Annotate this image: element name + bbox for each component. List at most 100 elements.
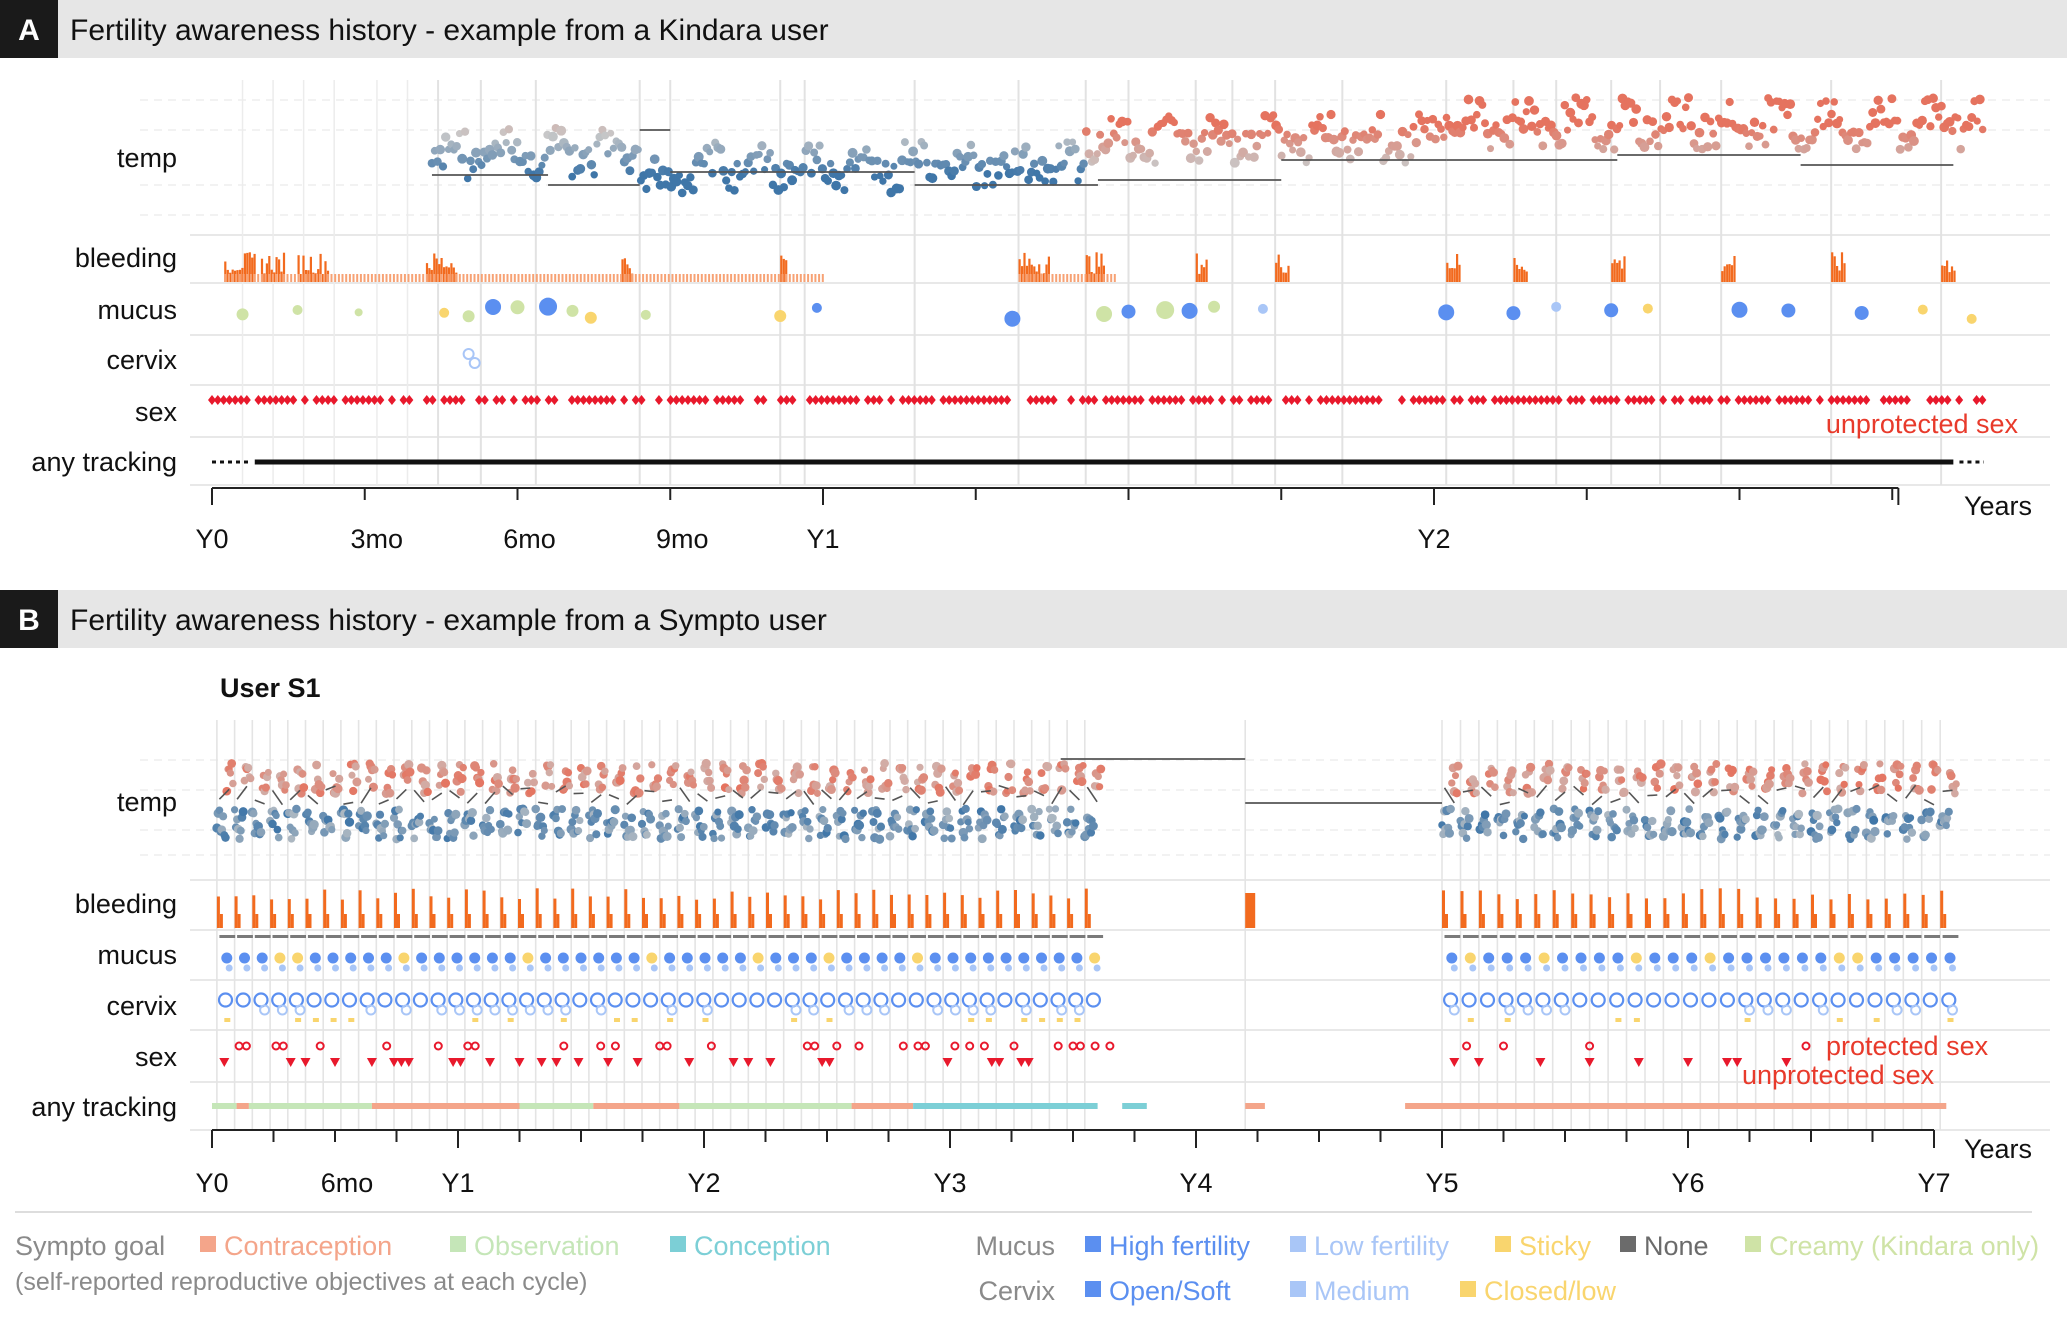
mucus-point: [640, 309, 651, 320]
mucus-point: [1760, 952, 1771, 964]
bleeding-bar: [485, 914, 489, 928]
coverline: [1462, 789, 1473, 793]
bleeding-bar: [438, 264, 441, 282]
cervix-closed-point: [507, 1018, 514, 1022]
temp-point: [1509, 789, 1517, 797]
temp-point: [552, 814, 560, 823]
bleeding-bar: [698, 914, 702, 928]
coverline: [590, 794, 602, 804]
mucus-none-point: [1622, 935, 1627, 938]
mucus-none-point: [1893, 935, 1898, 938]
legend-item-label: High fertility: [1109, 1231, 1251, 1261]
mucus-point: [1075, 964, 1083, 972]
temp-point: [879, 177, 887, 185]
temp-point: [1340, 127, 1349, 136]
bleeding-bar: [642, 897, 645, 928]
mucus-none-point: [792, 935, 797, 938]
temp-point: [1639, 142, 1650, 153]
mucus-none-point: [417, 935, 422, 938]
temp-point: [460, 127, 470, 136]
bleeding-bar: [628, 268, 631, 282]
mucus-none-point: [467, 935, 472, 938]
temp-point: [787, 175, 798, 186]
temp-point: [1229, 157, 1240, 168]
sex-marker: [1159, 395, 1168, 405]
temp-point: [1068, 828, 1076, 836]
spotting-bar: [587, 274, 590, 282]
temp-point: [1394, 149, 1405, 160]
mucus-none-point: [945, 935, 950, 938]
bleeding-bar: [1666, 914, 1670, 928]
spotting-bar: [1095, 274, 1098, 282]
panel-a-row-label: sex: [135, 397, 178, 427]
temp-point: [1868, 108, 1878, 117]
bleeding-bar: [263, 273, 266, 282]
mucus-point: [345, 952, 357, 964]
temp-point: [1415, 110, 1423, 119]
sex-marker: [440, 395, 449, 405]
bleeding-bar: [996, 890, 1000, 928]
mucus-point: [1156, 301, 1175, 320]
mucus-point: [1746, 964, 1753, 972]
temp-point: [352, 777, 362, 787]
bleeding-bar: [234, 896, 238, 928]
spotting-bar: [620, 274, 623, 282]
mucus-none-point: [860, 935, 864, 938]
x-axis-title: Years: [1964, 1134, 2032, 1164]
mucus-none-point: [1576, 935, 1581, 938]
spotting-bar: [612, 274, 615, 282]
temp-point: [1051, 805, 1060, 813]
temp-point: [1060, 159, 1068, 167]
bleeding-bar: [340, 899, 344, 928]
spotting-bar: [1033, 274, 1036, 282]
bleeding-bar: [253, 253, 256, 282]
cervix-point: [324, 992, 340, 1008]
mucus-none-point: [529, 935, 534, 938]
temp-point: [1551, 130, 1562, 141]
mucus-none-point: [576, 935, 581, 938]
x-tick-label: Y2: [687, 1168, 720, 1198]
spotting-bar: [759, 274, 762, 282]
temp-point: [452, 141, 461, 151]
protected-sex-marker: [559, 1041, 569, 1051]
cervix-point: [483, 992, 499, 1008]
legend-item-label: Conception: [694, 1231, 831, 1261]
temp-point: [916, 763, 924, 771]
coverline: [1683, 792, 1695, 805]
temp-point: [357, 806, 366, 815]
panel-a-letter-box: [0, 0, 58, 58]
temp-point: [586, 834, 595, 843]
sex-marker: [475, 395, 484, 405]
bleeding-bar: [1758, 914, 1762, 928]
mucus-none-point: [293, 935, 298, 938]
sex-marker: [916, 395, 925, 405]
temp-point: [1491, 783, 1499, 792]
temp-point: [618, 764, 627, 772]
mucus-point: [526, 964, 534, 972]
mucus-none-point: [476, 935, 481, 938]
temp-point: [1095, 783, 1104, 791]
temp-point: [1373, 130, 1383, 139]
sex-marker: [1885, 395, 1894, 405]
bleeding-bar: [574, 914, 578, 928]
mucus-none-point: [334, 935, 339, 938]
bleeding-bar: [319, 253, 322, 282]
temp-point: [880, 759, 889, 768]
temp-point: [1893, 116, 1902, 125]
coverline: [307, 794, 319, 805]
mucus-point: [717, 952, 729, 964]
bleeding-bar: [588, 896, 592, 928]
mucus-none-point: [614, 935, 619, 938]
mucus-point: [703, 964, 711, 972]
mucus-none-point: [809, 935, 814, 938]
mucus-point: [987, 964, 995, 972]
temp-point: [477, 161, 486, 170]
temp-point: [604, 150, 612, 158]
temp-point: [1417, 116, 1427, 126]
spotting-bar: [565, 274, 568, 282]
bleeding-bar: [1513, 258, 1516, 282]
mucus-none-point: [1063, 935, 1068, 938]
mucus-point: [539, 297, 558, 316]
sex-marker: [422, 395, 431, 405]
mucus-none-point: [567, 935, 572, 938]
